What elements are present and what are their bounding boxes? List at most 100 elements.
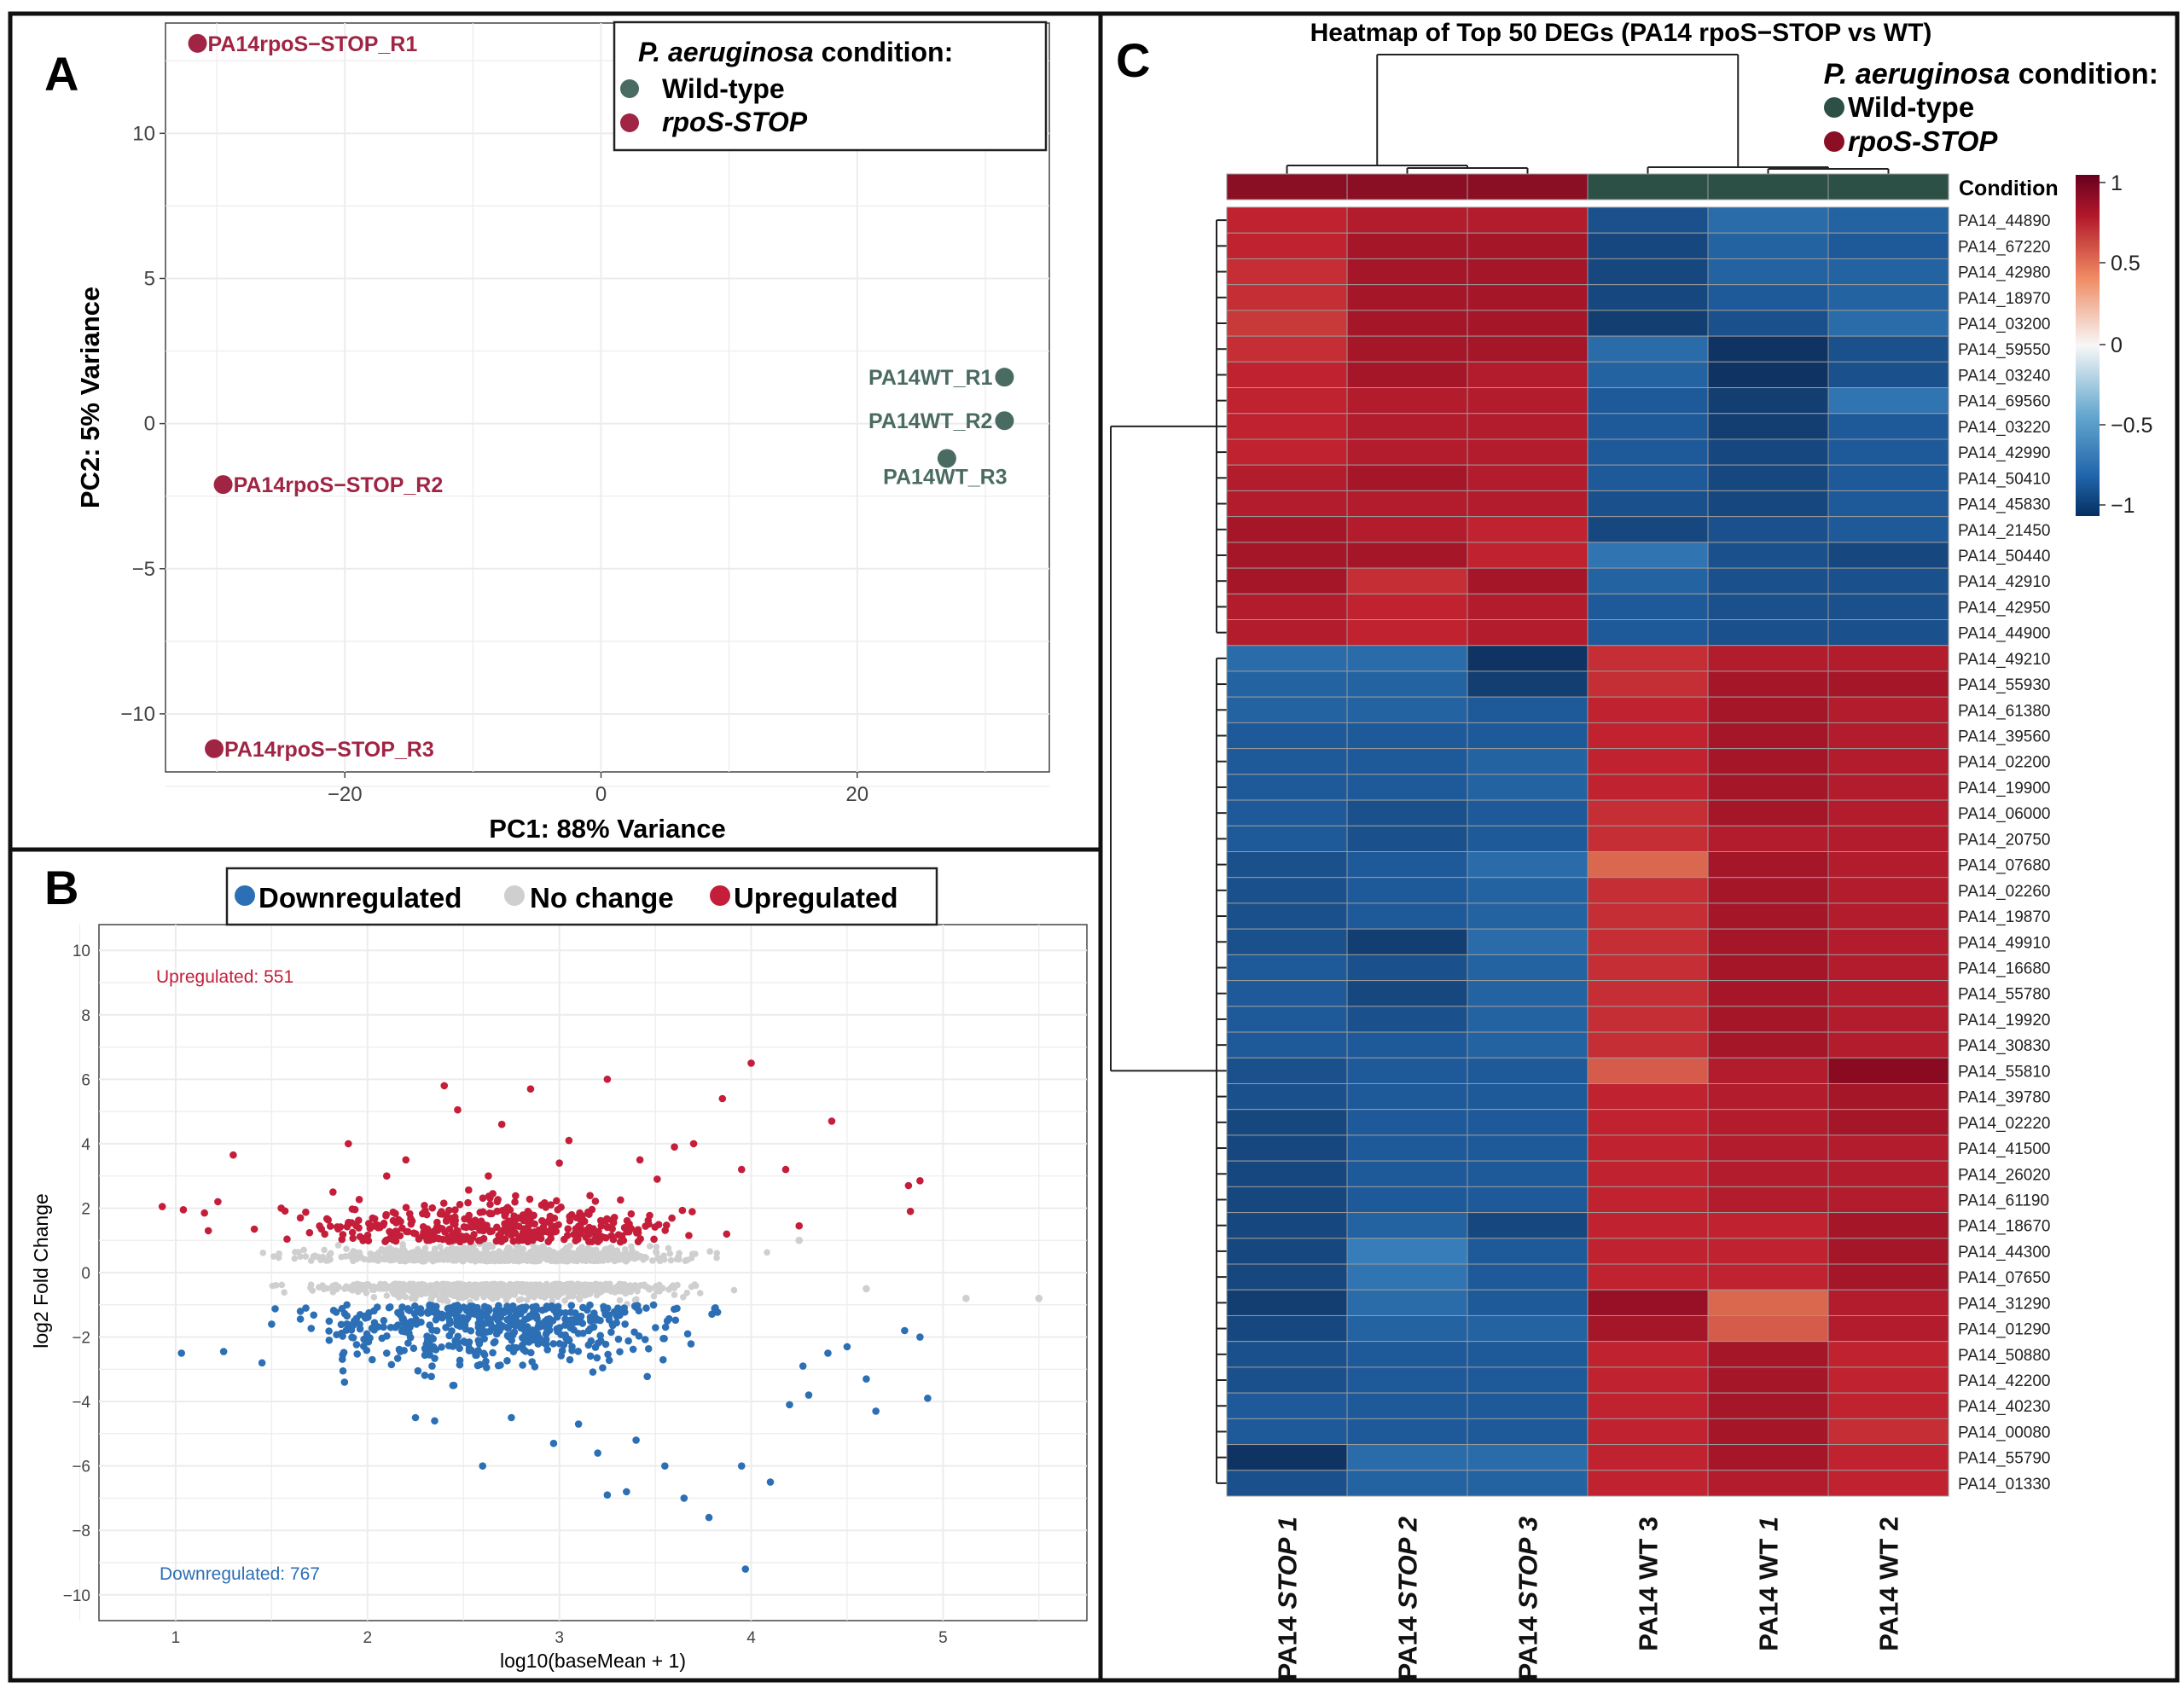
ma-downregulated-point <box>340 1378 349 1386</box>
ma-nochange-point <box>327 1256 334 1263</box>
ma-downregulated-point <box>549 1340 557 1348</box>
heatmap-cell <box>1827 877 1949 904</box>
heatmap-cell <box>1346 206 1468 234</box>
heatmap-cell <box>1346 258 1468 286</box>
heatmap-cell <box>1707 748 1829 775</box>
heatmap-cell <box>1467 1314 1589 1343</box>
ma-upregulated-point <box>616 1238 624 1246</box>
ma-nochange-point <box>696 1290 704 1296</box>
ma-downregulated-point <box>737 1462 746 1470</box>
ma-upregulated-point <box>512 1192 520 1200</box>
heatmap-cell <box>1226 1006 1348 1033</box>
ma-nochange-point <box>579 1248 587 1255</box>
ma-downregulated-point <box>442 1324 450 1331</box>
pca-point-label: PA14rpoS−STOP_R3 <box>224 738 434 762</box>
ma-upregulated-point <box>904 1181 913 1190</box>
ma-nochange-point <box>473 1284 480 1291</box>
ma-downregulated-point <box>421 1372 429 1379</box>
heatmap-cell <box>1587 206 1709 234</box>
ma-upregulated-point <box>486 1200 494 1209</box>
heatmap-cell <box>1827 1186 1949 1214</box>
ma-upregulated-point <box>355 1196 363 1204</box>
ma-downregulated-point <box>555 1339 564 1348</box>
heatmap-cell <box>1346 877 1468 904</box>
ma-downregulated-point <box>641 1336 649 1343</box>
heatmap-cell <box>1226 1134 1348 1162</box>
ma-downregulated-point <box>607 1328 615 1337</box>
heatmap-cell <box>1346 516 1468 543</box>
ma-upregulated-point <box>495 1232 502 1239</box>
heatmap-cell <box>1467 1160 1589 1187</box>
ma-upregulated-point <box>386 1234 394 1243</box>
ma-downregulated-point <box>404 1304 412 1313</box>
heatmap-row-label: PA14_45830 <box>1958 496 2050 514</box>
pca-point <box>188 33 207 53</box>
ma-nochange-point <box>628 1285 635 1293</box>
heatmap-cell <box>1467 1082 1589 1111</box>
ma-nochange-point <box>390 1256 398 1263</box>
ma-downregulated-point <box>508 1314 515 1323</box>
ma-downregulated-point <box>473 1351 480 1360</box>
heatmap-cell <box>1827 1031 1949 1059</box>
heatmap-cell <box>1346 1109 1468 1136</box>
ma-downregulated-point <box>475 1340 484 1348</box>
heatmap-cell <box>1346 1212 1468 1239</box>
heatmap-row-label: PA14_67220 <box>1958 238 2050 256</box>
heatmap-cell <box>1226 645 1348 672</box>
heatmap-column-label-prefix: PA14 <box>1513 1610 1543 1681</box>
ma-downregulated-point <box>456 1356 464 1365</box>
heatmap-cell <box>1827 593 1949 621</box>
ma-downregulated-point <box>586 1325 595 1332</box>
heatmap-cell <box>1346 1263 1468 1291</box>
ma-nochange-point <box>484 1256 491 1264</box>
heatmap-cell <box>1827 1212 1949 1239</box>
heatmap-cell <box>1226 438 1348 466</box>
ma-downregulated-point <box>364 1337 373 1346</box>
ma-upregulated-point <box>415 1235 423 1243</box>
ma-downregulated-point <box>448 1327 456 1335</box>
heatmap-cell <box>1827 1366 1949 1394</box>
heatmap-cell <box>1827 825 1949 853</box>
heatmap-cell <box>1587 851 1709 879</box>
ma-downregulated-point <box>459 1314 467 1322</box>
heatmap-cell <box>1346 310 1468 337</box>
heatmap-cell <box>1467 619 1589 647</box>
ma-nochange-point <box>473 1294 480 1302</box>
heatmap-cell <box>1226 1289 1348 1316</box>
ma-downregulated-point <box>599 1364 607 1372</box>
heatmap-cell <box>1346 748 1468 775</box>
heatmap-cell <box>1467 954 1589 982</box>
ma-upregulated-point <box>662 1221 671 1229</box>
heatmap-cell <box>1827 335 1949 363</box>
ma-downregulated-point <box>453 1301 462 1309</box>
heatmap-row-label: PA14_01290 <box>1958 1321 2050 1339</box>
heatmap-cell <box>1467 902 1589 930</box>
heatmap-row-label: PA14_19870 <box>1958 908 2050 926</box>
ma-downregulated-point <box>543 1315 551 1324</box>
heatmap-cell <box>1827 1263 1949 1291</box>
ma-nochange-point <box>408 1295 415 1302</box>
ma-upregulated-point <box>296 1214 305 1222</box>
ma-downregulated-point <box>843 1343 851 1351</box>
heatmap-row-label: PA14_20750 <box>1958 831 2050 849</box>
ma-upregulated-point <box>435 1234 443 1243</box>
panel-a-letter: A <box>44 47 78 101</box>
ma-downregulated-point <box>479 1462 487 1470</box>
ma-downregulated-point <box>503 1357 511 1365</box>
ma-x-tick-label: 4 <box>746 1629 756 1647</box>
heatmap-title: Heatmap of Top 50 DEGs (PA14 rpoS−STOP v… <box>1310 19 1932 47</box>
ma-upregulated-point <box>627 1225 636 1233</box>
heatmap-cell <box>1827 516 1949 543</box>
ma-downregulated-point <box>549 1439 558 1447</box>
ma-upregulated-point <box>479 1194 487 1203</box>
ma-upregulated-point <box>560 1235 568 1244</box>
ma-downregulated-point <box>642 1304 650 1312</box>
heatmap-cell <box>1346 645 1468 672</box>
heatmap-row-label: PA14_03220 <box>1958 419 2050 437</box>
ma-downregulated-point <box>307 1325 316 1332</box>
heatmap-cell <box>1707 1134 1829 1162</box>
heatmap-cell <box>1467 748 1589 775</box>
heatmap-cell <box>1587 1470 1709 1497</box>
ma-upregulated-point <box>603 1223 612 1232</box>
ma-nochange-point <box>563 1257 570 1265</box>
